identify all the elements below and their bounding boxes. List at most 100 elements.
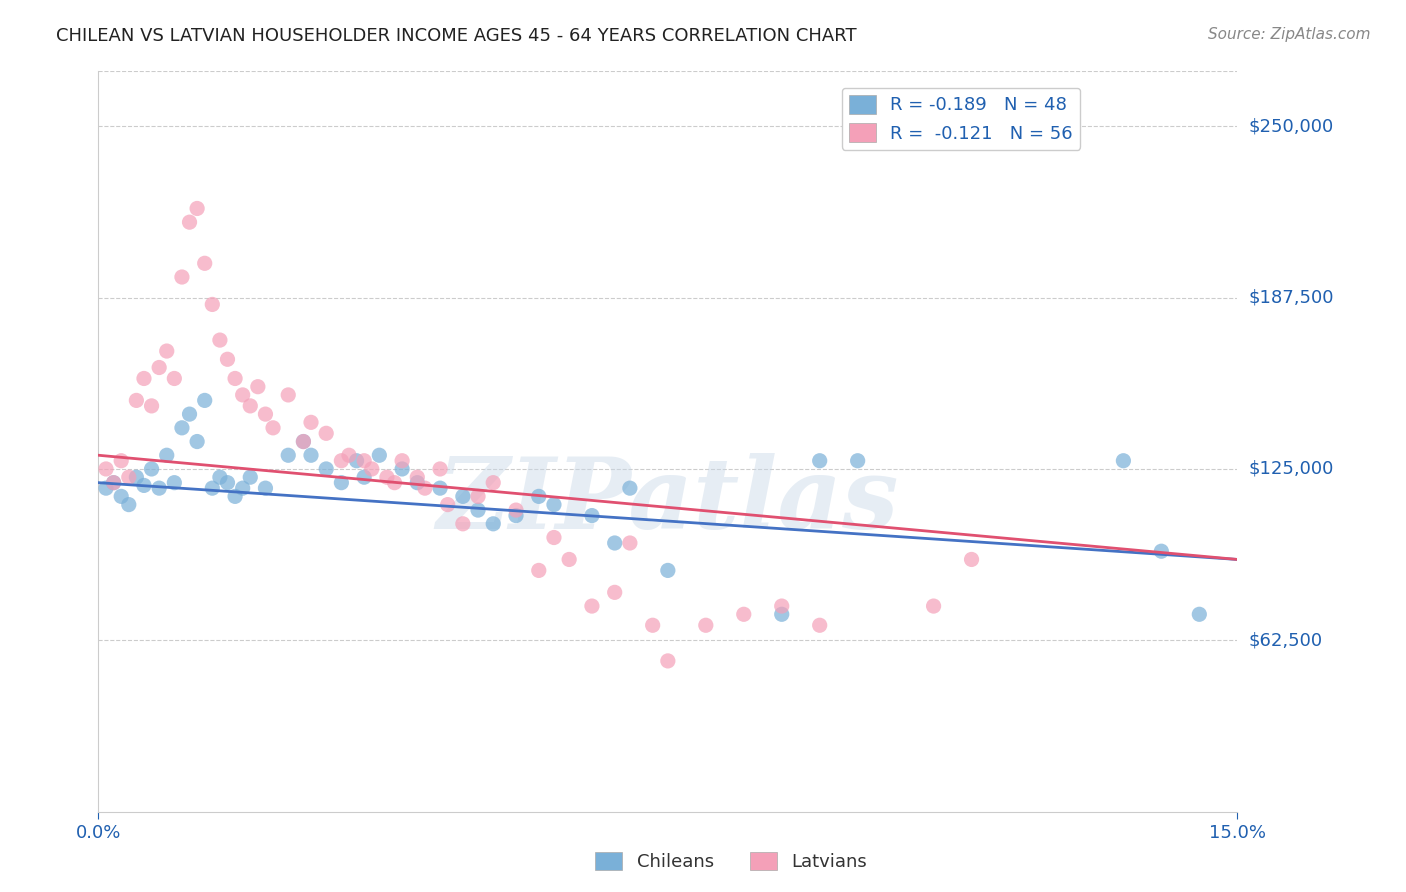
Point bbox=[232, 481, 254, 495]
Point bbox=[770, 599, 793, 613]
Point bbox=[246, 380, 269, 394]
Point bbox=[558, 552, 581, 566]
Point bbox=[110, 454, 132, 468]
Point bbox=[156, 448, 179, 462]
Point bbox=[125, 393, 148, 408]
Point bbox=[299, 448, 322, 462]
Point bbox=[353, 470, 375, 484]
Point bbox=[170, 421, 193, 435]
Point bbox=[808, 454, 831, 468]
Text: $250,000: $250,000 bbox=[1249, 117, 1334, 136]
Point bbox=[451, 489, 474, 503]
Point bbox=[292, 434, 315, 449]
Point bbox=[467, 489, 489, 503]
Point bbox=[581, 508, 603, 523]
Point bbox=[1188, 607, 1211, 622]
Point bbox=[960, 552, 983, 566]
Point bbox=[346, 454, 368, 468]
Point bbox=[436, 498, 458, 512]
Point bbox=[299, 415, 322, 429]
Point bbox=[368, 448, 391, 462]
Point bbox=[413, 481, 436, 495]
Text: $187,500: $187,500 bbox=[1249, 289, 1334, 307]
Point bbox=[232, 388, 254, 402]
Point bbox=[641, 618, 664, 632]
Point bbox=[208, 470, 231, 484]
Point bbox=[451, 516, 474, 531]
Point bbox=[330, 475, 353, 490]
Point bbox=[482, 516, 505, 531]
Point bbox=[527, 563, 550, 577]
Point bbox=[156, 344, 179, 359]
Point bbox=[429, 481, 451, 495]
Point bbox=[657, 654, 679, 668]
Point bbox=[194, 256, 217, 270]
Point bbox=[132, 478, 155, 492]
Point bbox=[148, 481, 170, 495]
Point bbox=[384, 475, 406, 490]
Point bbox=[262, 421, 284, 435]
Point bbox=[110, 489, 132, 503]
Point bbox=[467, 503, 489, 517]
Point bbox=[239, 470, 262, 484]
Point bbox=[1112, 454, 1135, 468]
Point bbox=[391, 462, 413, 476]
Point bbox=[208, 333, 231, 347]
Legend: Chileans, Latvians: Chileans, Latvians bbox=[588, 845, 875, 879]
Point bbox=[224, 489, 246, 503]
Point bbox=[846, 454, 869, 468]
Point bbox=[201, 297, 224, 311]
Point bbox=[118, 498, 141, 512]
Point bbox=[94, 462, 117, 476]
Point bbox=[179, 215, 201, 229]
Point bbox=[733, 607, 755, 622]
Point bbox=[224, 371, 246, 385]
Point bbox=[292, 434, 315, 449]
Point bbox=[543, 531, 565, 545]
Point bbox=[118, 470, 141, 484]
Text: $125,000: $125,000 bbox=[1249, 460, 1334, 478]
Text: Source: ZipAtlas.com: Source: ZipAtlas.com bbox=[1208, 27, 1371, 42]
Point bbox=[94, 481, 117, 495]
Point bbox=[141, 462, 163, 476]
Text: CHILEAN VS LATVIAN HOUSEHOLDER INCOME AGES 45 - 64 YEARS CORRELATION CHART: CHILEAN VS LATVIAN HOUSEHOLDER INCOME AG… bbox=[56, 27, 856, 45]
Point bbox=[125, 470, 148, 484]
Point bbox=[429, 462, 451, 476]
Point bbox=[543, 498, 565, 512]
Legend: R = -0.189   N = 48, R =  -0.121   N = 56: R = -0.189 N = 48, R = -0.121 N = 56 bbox=[842, 87, 1080, 150]
Point bbox=[163, 475, 186, 490]
Point bbox=[391, 454, 413, 468]
Point bbox=[217, 475, 239, 490]
Point bbox=[254, 481, 277, 495]
Point bbox=[141, 399, 163, 413]
Point bbox=[603, 536, 626, 550]
Point bbox=[581, 599, 603, 613]
Point bbox=[360, 462, 382, 476]
Point bbox=[315, 426, 337, 441]
Point bbox=[482, 475, 505, 490]
Point bbox=[657, 563, 679, 577]
Point bbox=[194, 393, 217, 408]
Point bbox=[505, 503, 527, 517]
Point bbox=[1150, 544, 1173, 558]
Point bbox=[186, 202, 208, 216]
Point bbox=[148, 360, 170, 375]
Point bbox=[527, 489, 550, 503]
Point bbox=[239, 399, 262, 413]
Point bbox=[179, 407, 201, 421]
Point bbox=[619, 481, 641, 495]
Point bbox=[337, 448, 360, 462]
Point bbox=[254, 407, 277, 421]
Point bbox=[163, 371, 186, 385]
Point bbox=[170, 270, 193, 285]
Point bbox=[103, 475, 125, 490]
Point bbox=[103, 475, 125, 490]
Point bbox=[330, 454, 353, 468]
Text: ZIPatlas: ZIPatlas bbox=[437, 452, 898, 549]
Point bbox=[201, 481, 224, 495]
Point bbox=[315, 462, 337, 476]
Point bbox=[808, 618, 831, 632]
Point bbox=[406, 470, 429, 484]
Point bbox=[277, 448, 299, 462]
Point bbox=[603, 585, 626, 599]
